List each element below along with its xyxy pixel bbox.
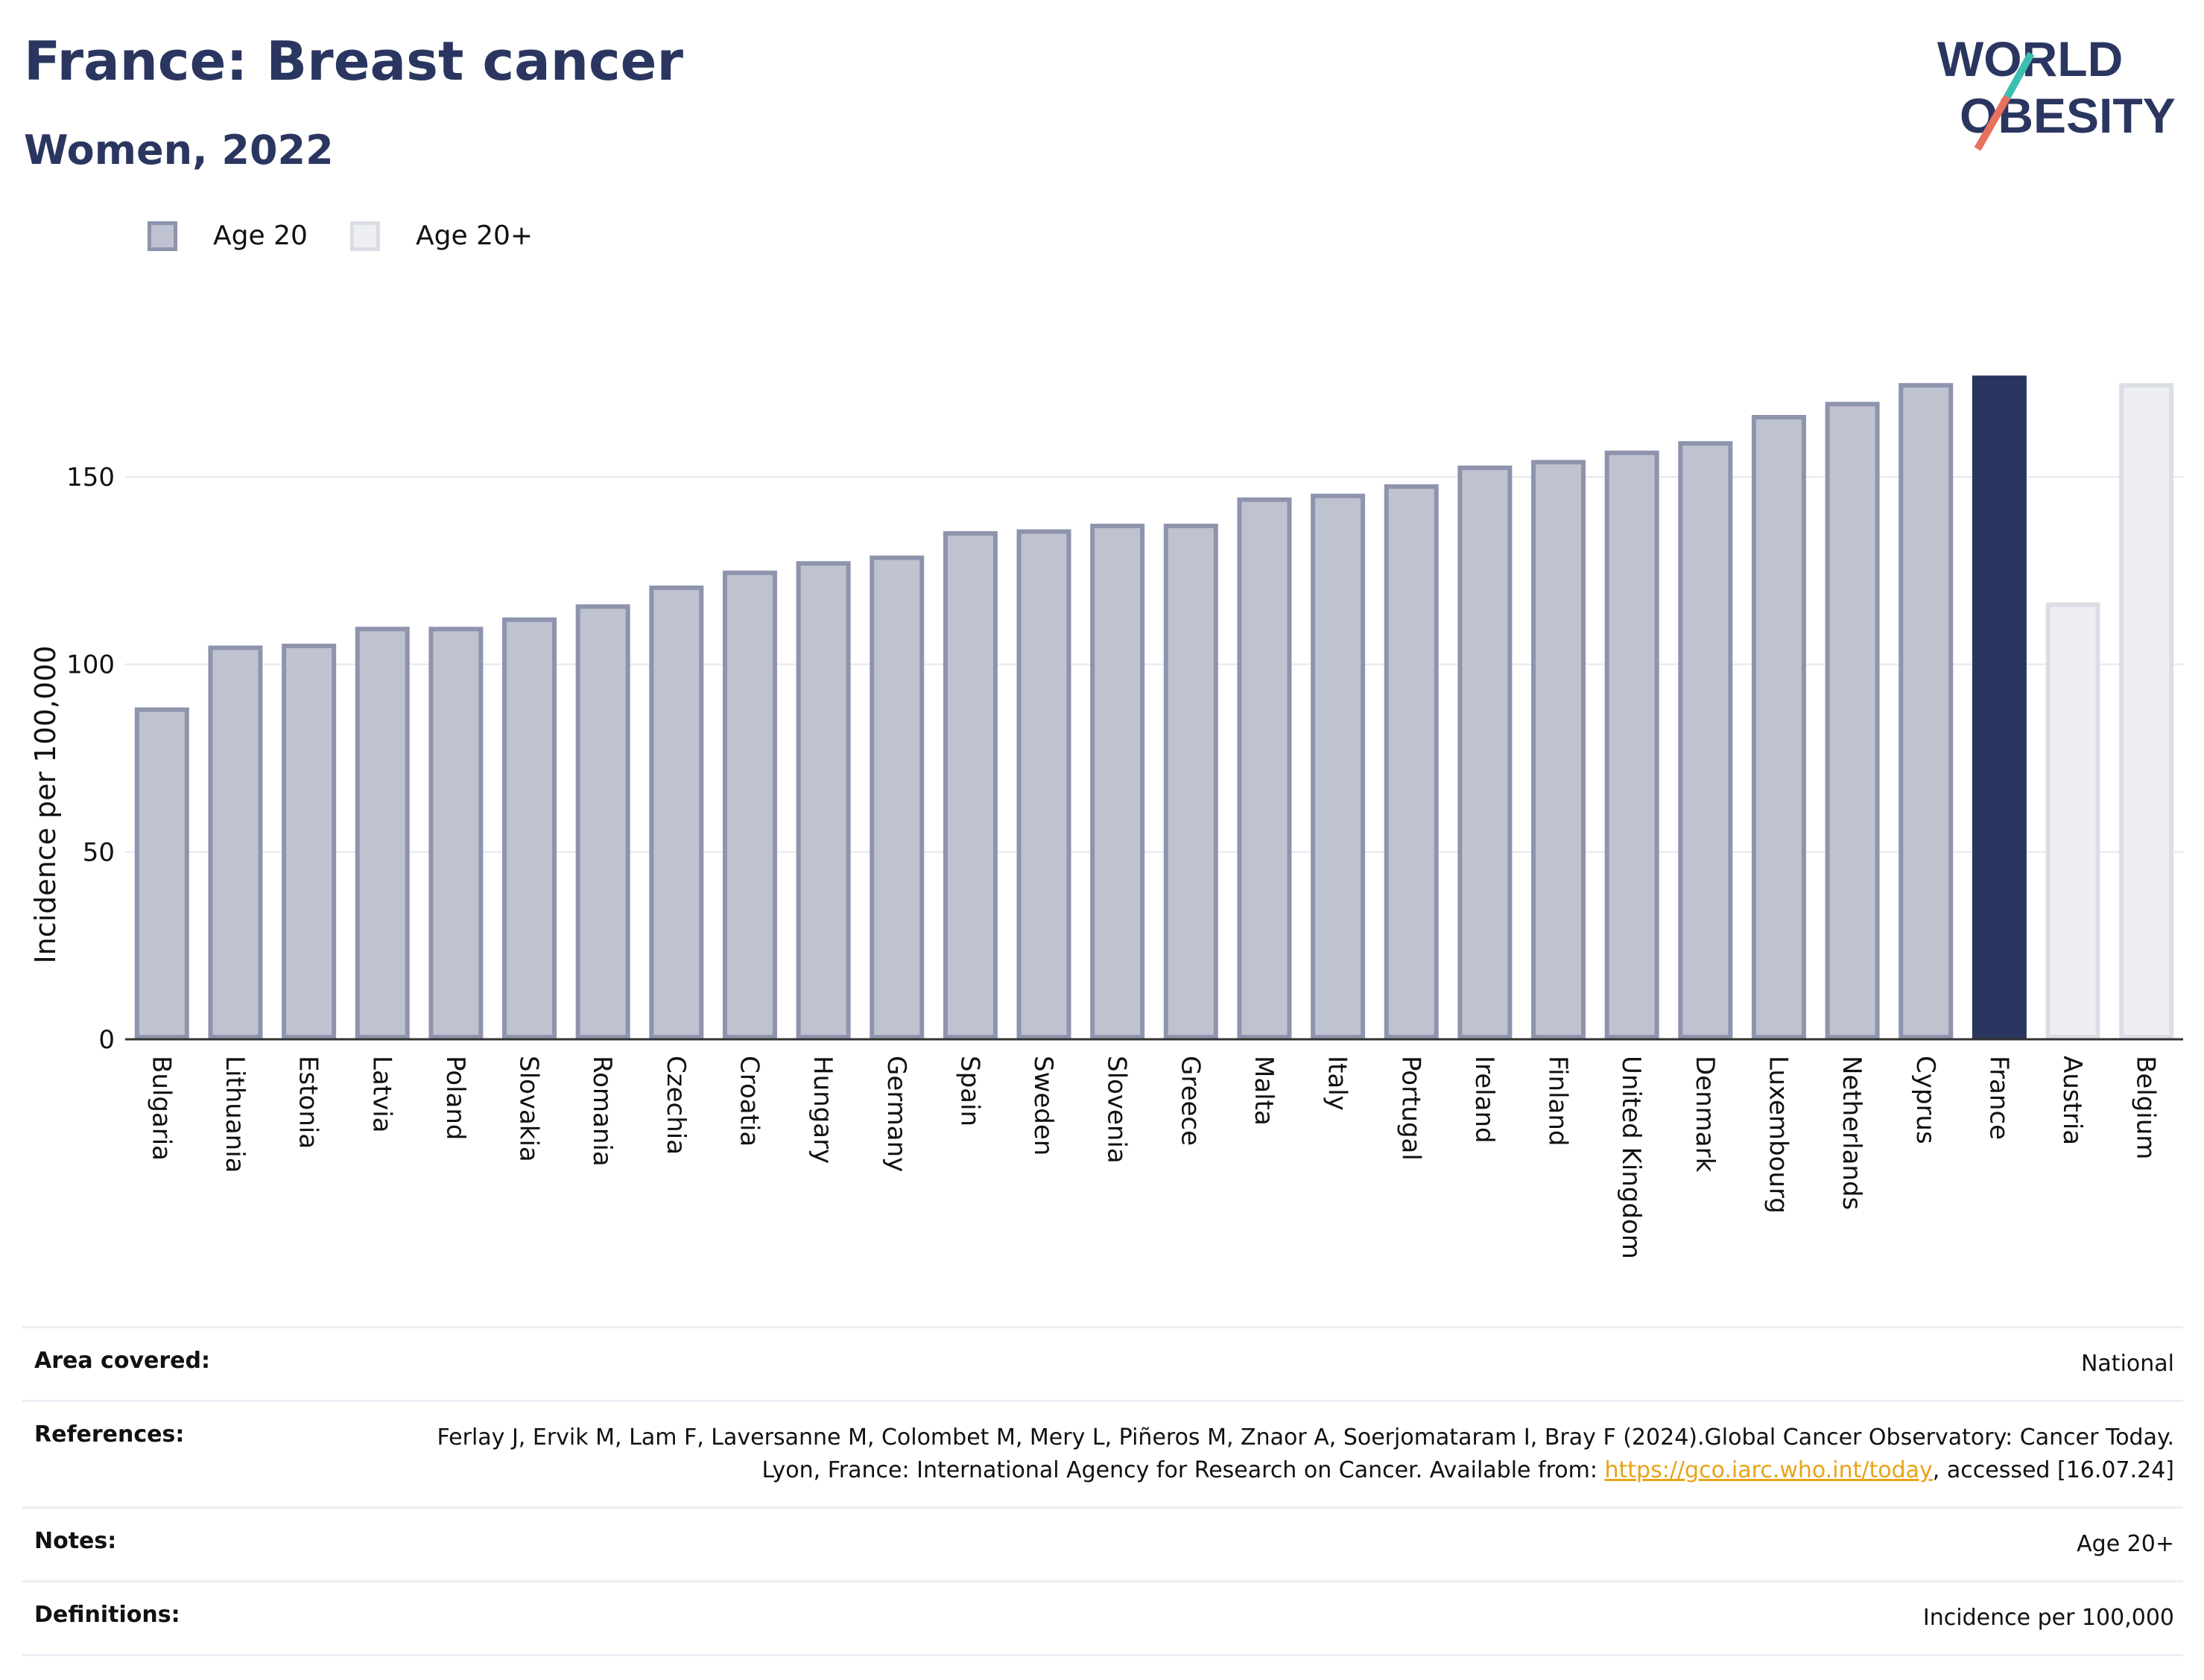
info-row-references: References: Ferlay J, Ervik M, Lam F, La… [22, 1400, 2183, 1506]
bar-denmark[interactable] [1678, 441, 1733, 1039]
bar-malta[interactable] [1237, 497, 1292, 1039]
bar-sweden[interactable] [1016, 529, 1071, 1039]
bar-france[interactable] [1972, 375, 2027, 1040]
info-key-definitions: Definitions: [34, 1602, 180, 1628]
info-table: Area covered: National References: Ferla… [22, 1326, 2183, 1656]
x-tick-label: Austria [2057, 1056, 2087, 1145]
y-tick-label: 0 [98, 1025, 115, 1055]
bar-finland[interactable] [1531, 460, 1586, 1039]
info-value-area: National [2080, 1351, 2174, 1377]
x-tick-label: Germany [881, 1056, 911, 1172]
x-tick-label: France [1983, 1056, 2013, 1140]
info-value-definitions: Incidence per 100,000 [1922, 1605, 2174, 1631]
x-tick-label: Greece [1175, 1056, 1205, 1146]
bar-latvia[interactable] [355, 627, 410, 1039]
x-tick-label: Belgium [2131, 1056, 2161, 1159]
x-tick-label: Hungary [808, 1056, 837, 1164]
bar-netherlands[interactable] [1825, 402, 1880, 1039]
x-tick-label: Cyprus [1910, 1056, 1940, 1144]
bar-cyprus[interactable] [1899, 383, 1954, 1039]
references-accessed: , accessed [16.07.24] [1932, 1457, 2174, 1483]
x-tick-label: Bulgaria [146, 1056, 176, 1161]
y-tick-label: 50 [83, 837, 115, 867]
logo-slash-teal [2004, 51, 2035, 99]
legend-swatch-age20 [148, 221, 177, 251]
info-value-references: Ferlay J, Ervik M, Lam F, Laversanne M, … [407, 1421, 2183, 1487]
axes: 0 50 100 150 Bulgaria Lithuania Estonia Latvia P… [66, 463, 2183, 1259]
legend-label-age20: Age 20 [213, 221, 308, 251]
bar-romania[interactable] [575, 604, 630, 1039]
bar-croatia[interactable] [722, 570, 777, 1039]
x-tick-label: Latvia [367, 1056, 396, 1133]
x-tick-label: Czechia [661, 1056, 691, 1155]
y-tick-label: 100 [66, 650, 115, 680]
x-tick-label: Netherlands [1837, 1056, 1866, 1210]
x-tick-label: Finland [1543, 1056, 1573, 1147]
x-tick-label: Sweden [1028, 1056, 1058, 1156]
info-key-notes: Notes: [34, 1528, 117, 1554]
world-obesity-logo: WORLD OBESITY [1937, 31, 2176, 151]
bar-slovakia[interactable] [502, 617, 557, 1039]
bar-slovenia[interactable] [1090, 523, 1145, 1039]
info-row-area: Area covered: National [22, 1326, 2183, 1400]
x-tick-label: United Kingdom [1616, 1056, 1646, 1259]
info-row-definitions: Definitions: Incidence per 100,000 [22, 1580, 2183, 1656]
x-tick-label: Slovenia [1102, 1056, 1132, 1164]
bar-united-kingdom[interactable] [1604, 450, 1659, 1039]
bar-czechia[interactable] [649, 585, 704, 1039]
x-tick-label: Estonia [294, 1056, 323, 1149]
x-tick-label: Romania [587, 1056, 617, 1167]
legend-label-age20plus: Age 20+ [416, 221, 533, 251]
info-key-area: Area covered: [34, 1348, 210, 1374]
bar-greece[interactable] [1163, 523, 1218, 1039]
bar-italy[interactable] [1311, 493, 1366, 1039]
bar-germany[interactable] [870, 555, 925, 1039]
x-tick-label: Poland [440, 1056, 470, 1141]
legend-item-age20plus[interactable]: Age 20+ [350, 221, 533, 251]
bars [134, 375, 2174, 1040]
info-key-references: References: [34, 1421, 185, 1448]
logo-slash-coral [1974, 95, 2011, 151]
bar-austria[interactable] [2045, 602, 2100, 1039]
bar-hungary[interactable] [796, 561, 851, 1039]
bar-spain[interactable] [943, 530, 998, 1039]
bar-poland[interactable] [428, 627, 484, 1039]
bar-estonia[interactable] [282, 643, 337, 1039]
x-tick-label: Portugal [1396, 1056, 1425, 1161]
x-tick-label: Croatia [734, 1056, 764, 1147]
bar-lithuania[interactable] [208, 645, 263, 1039]
y-axis-label: Incidence per 100,000 [29, 645, 62, 963]
x-tick-label: Luxembourg [1763, 1056, 1793, 1214]
x-tick-label: Lithuania [220, 1056, 250, 1173]
chart-subtitle: Women, 2022 [24, 127, 334, 174]
bar-chart: 0 50 100 150 Bulgaria Lithuania Estonia Latvia P… [29, 375, 2183, 1259]
info-value-notes: Age 20+ [2077, 1531, 2174, 1557]
references-text: Ferlay J, Ervik M, Lam F, Laversanne M, … [437, 1424, 2174, 1483]
y-tick-label: 150 [66, 463, 115, 492]
bar-portugal[interactable] [1384, 484, 1439, 1039]
legend-swatch-age20plus [350, 221, 380, 251]
bar-ireland[interactable] [1457, 465, 1513, 1039]
chart-title: France: Breast cancer [24, 30, 683, 92]
bar-luxembourg[interactable] [1751, 414, 1806, 1039]
x-tick-label: Ireland [1469, 1056, 1499, 1144]
x-tick-label: Malta [1249, 1056, 1279, 1126]
bar-belgium[interactable] [2119, 383, 2174, 1039]
x-tick-label: Spain [954, 1056, 984, 1126]
info-row-notes: Notes: Age 20+ [22, 1506, 2183, 1580]
bar-bulgaria[interactable] [134, 707, 189, 1039]
x-tick-label: Italy [1323, 1056, 1352, 1111]
x-tick-label: Slovakia [514, 1056, 544, 1162]
references-link[interactable]: https://gco.iarc.who.int/today [1604, 1457, 1933, 1483]
legend-item-age20[interactable]: Age 20 [148, 221, 308, 251]
x-tick-label: Denmark [1690, 1056, 1720, 1173]
